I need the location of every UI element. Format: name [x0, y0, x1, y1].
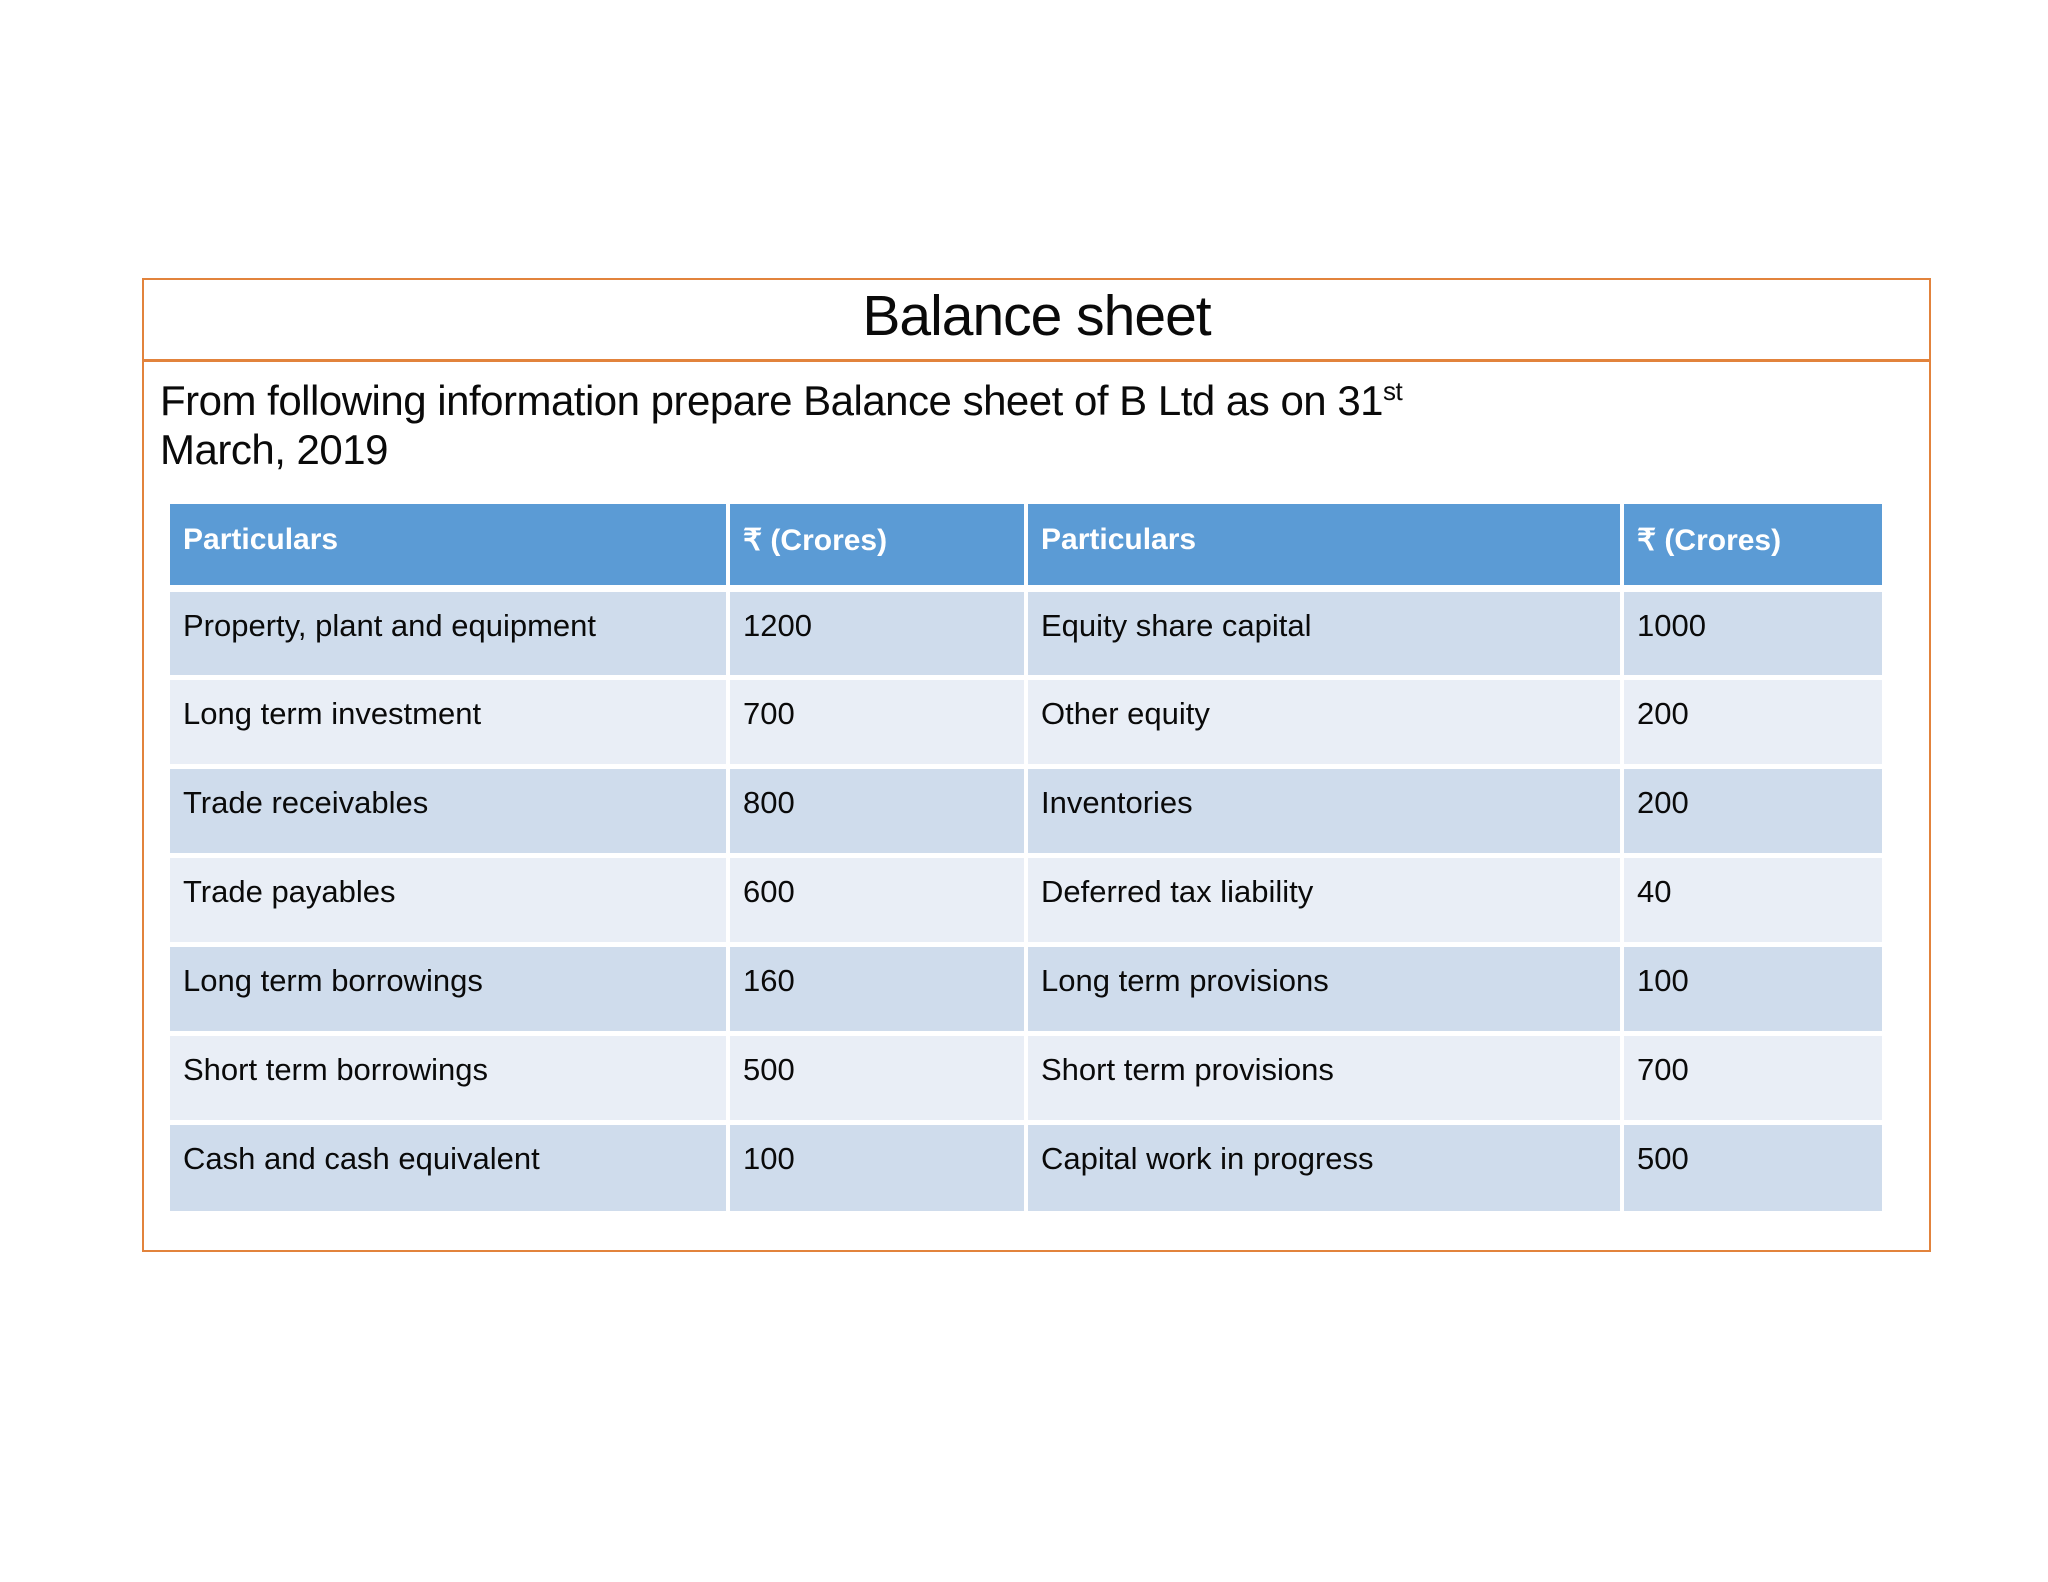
table-row: Long term investment 700 Other equity 20…	[170, 677, 1882, 769]
cell-amount: 500	[728, 1033, 1028, 1125]
cell-particulars: Long term investment	[170, 677, 730, 769]
cell-particulars: Capital work in progress	[1026, 1122, 1624, 1212]
cell-particulars: Property, plant and equipment	[170, 588, 730, 680]
subtitle-line2: March, 2019	[160, 426, 388, 474]
cell-amount: 160	[728, 944, 1028, 1036]
cell-amount: 800	[728, 766, 1028, 858]
cell-amount: 1200	[728, 588, 1028, 680]
cell-particulars: Other equity	[1026, 677, 1624, 769]
cell-particulars: Equity share capital	[1026, 588, 1624, 680]
cell-amount: 200	[1622, 677, 1882, 769]
table-row: Trade receivables 800 Inventories 200	[170, 766, 1882, 858]
title-box: Balance sheet	[144, 280, 1929, 362]
slide-frame: Balance sheet From following information…	[142, 278, 1931, 1252]
cell-particulars: Short term provisions	[1026, 1033, 1624, 1125]
cell-amount: 700	[1622, 1033, 1882, 1125]
cell-amount: 700	[728, 677, 1028, 769]
header-particulars-left: Particulars	[170, 504, 730, 592]
cell-amount: 200	[1622, 766, 1882, 858]
body-box: From following information prepare Balan…	[144, 362, 1929, 1212]
cell-particulars: Short term borrowings	[170, 1033, 730, 1125]
cell-amount: 100	[1622, 944, 1882, 1036]
table-row: Cash and cash equivalent 100 Capital wor…	[170, 1122, 1882, 1212]
cell-amount: 1000	[1622, 588, 1882, 680]
cell-particulars: Deferred tax liability	[1026, 855, 1624, 947]
cell-particulars: Long term borrowings	[170, 944, 730, 1036]
table-header-row: Particulars ₹ (Crores) Particulars ₹ (Cr…	[170, 504, 1882, 592]
table-row: Short term borrowings 500 Short term pro…	[170, 1033, 1882, 1125]
header-particulars-right: Particulars	[1026, 504, 1624, 592]
slide-title: Balance sheet	[862, 284, 1211, 348]
ordinal-suffix: st	[1383, 376, 1403, 406]
cell-amount: 600	[728, 855, 1028, 947]
balance-sheet-table: Particulars ₹ (Crores) Particulars ₹ (Cr…	[170, 504, 1882, 1212]
table-row: Long term borrowings 160 Long term provi…	[170, 944, 1882, 1036]
cell-particulars: Cash and cash equivalent	[170, 1122, 730, 1212]
table-row: Trade payables 600 Deferred tax liabilit…	[170, 855, 1882, 947]
header-crores-right: ₹ (Crores)	[1622, 504, 1882, 592]
subtitle-line1: From following information prepare Balan…	[160, 377, 1384, 424]
cell-amount: 100	[728, 1122, 1028, 1212]
cell-particulars: Trade receivables	[170, 766, 730, 858]
header-crores-left: ₹ (Crores)	[728, 504, 1028, 592]
subtitle: From following information prepare Balan…	[160, 376, 1913, 474]
cell-amount: 40	[1622, 855, 1882, 947]
cell-amount: 500	[1622, 1122, 1882, 1212]
table-row: Property, plant and equipment 1200 Equit…	[170, 588, 1882, 680]
cell-particulars: Long term provisions	[1026, 944, 1624, 1036]
cell-particulars: Inventories	[1026, 766, 1624, 858]
cell-particulars: Trade payables	[170, 855, 730, 947]
